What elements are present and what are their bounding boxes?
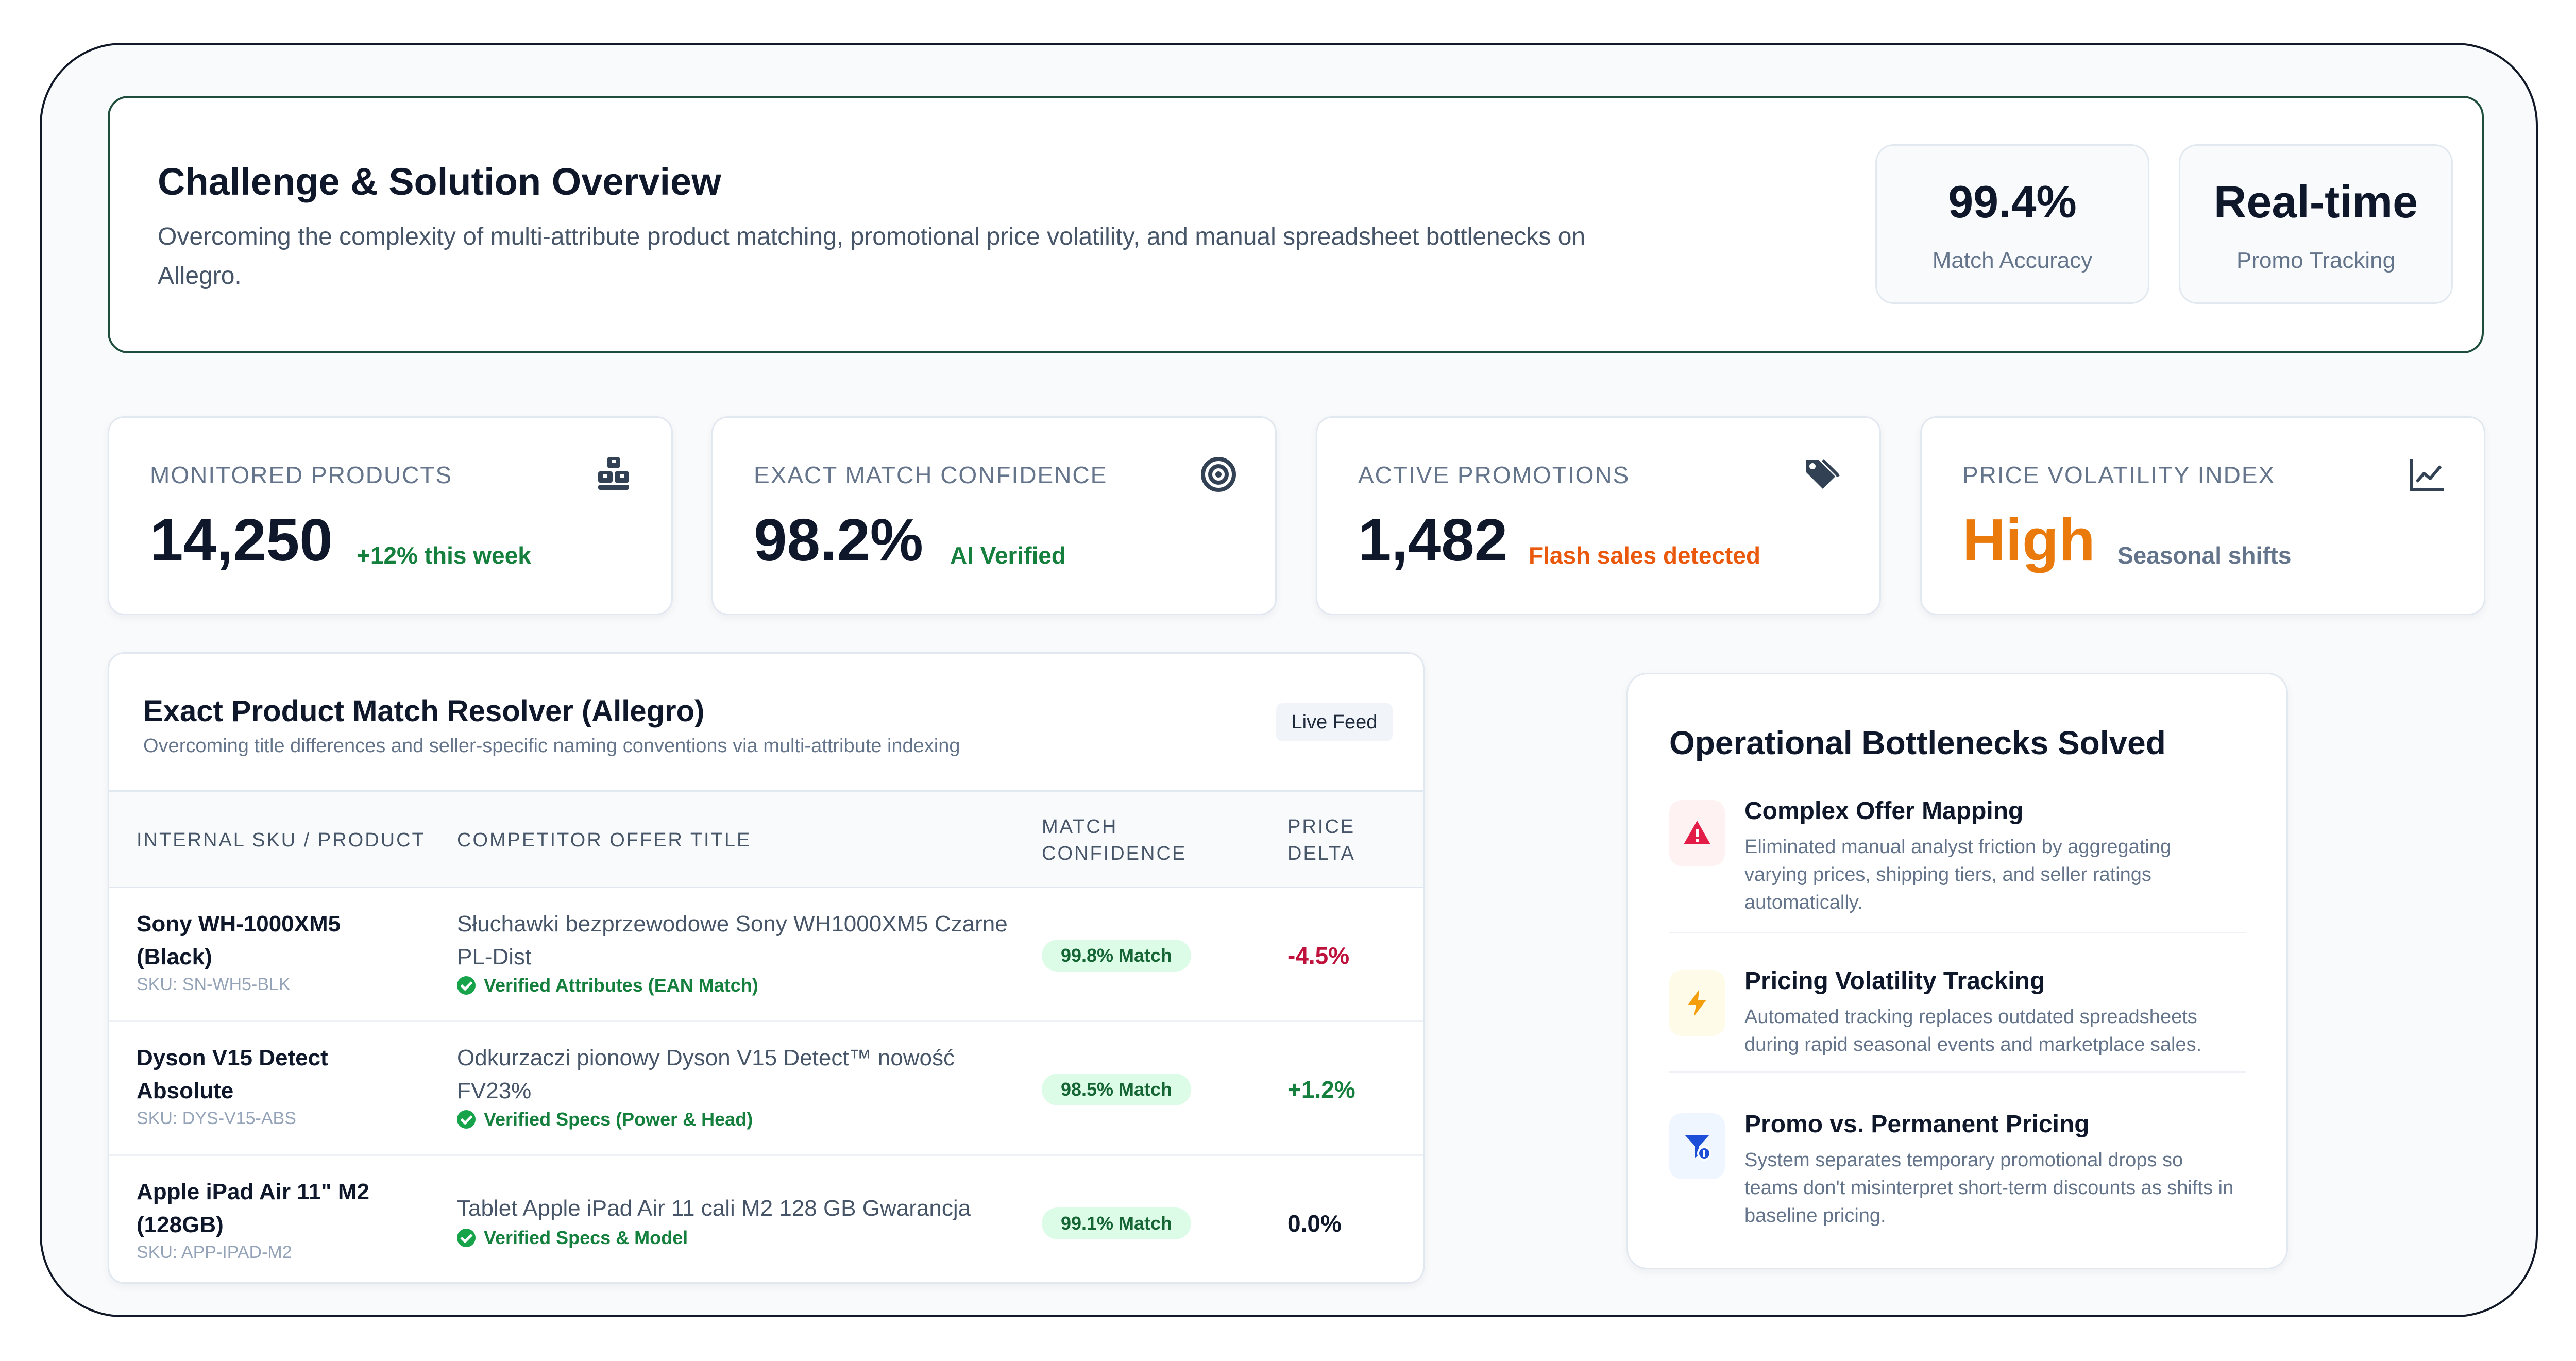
- offer-title: Odkurzaczi pionowy Dyson V15 Detect™ now…: [457, 1045, 955, 1103]
- overview-card: Challenge & Solution Overview Overcoming…: [108, 96, 2484, 353]
- kpi-exact-match-confidence: EXACT MATCH CONFIDENCE 98.2% AI Verified: [711, 416, 1277, 615]
- kpi-label: MONITORED PRODUCTS: [150, 462, 453, 488]
- verified-indicator: Verified Attributes (EAN Match): [457, 975, 758, 996]
- boxes-icon: [594, 454, 635, 495]
- column-header-match[interactable]: MATCH CONFIDENCE: [1042, 813, 1187, 867]
- column-header-text: CONFIDENCE: [1042, 843, 1187, 864]
- match-resolver-panel: Exact Product Match Resolver (Allegro) O…: [108, 652, 1425, 1284]
- kpi-label: ACTIVE PROMOTIONS: [1358, 462, 1630, 488]
- kpi-monitored-products: MONITORED PRODUCTS 14,250 +12% this week: [108, 416, 673, 615]
- verified-text: Verified Specs & Model: [484, 1227, 688, 1248]
- divider: [1669, 1071, 2246, 1073]
- kpi-value: 14,250: [150, 506, 333, 573]
- check-circle-icon: [457, 976, 476, 995]
- overview-title: Challenge & Solution Overview: [158, 160, 721, 203]
- kpi-label: EXACT MATCH CONFIDENCE: [754, 462, 1108, 488]
- table-row[interactable]: Dyson V15 Detect Absolute SKU: DYS-V15-A…: [109, 1022, 1423, 1156]
- offer-title: Tablet Apple iPad Air 11 cali M2 128 GB …: [457, 1196, 971, 1221]
- table-header: INTERNAL SKU / PRODUCT COMPETITOR OFFER …: [109, 790, 1423, 888]
- table-row[interactable]: Sony WH-1000XM5 (Black) SKU: SN-WH5-BLK …: [109, 888, 1423, 1022]
- bottleneck-title: Promo vs. Permanent Pricing: [1744, 1111, 2090, 1138]
- offer-title: Słuchawki bezprzewodowe Sony WH1000XM5 C…: [457, 911, 1008, 969]
- target-icon: [1198, 454, 1239, 495]
- verified-indicator: Verified Specs & Model: [457, 1227, 688, 1249]
- match-badge: 99.8% Match: [1042, 940, 1191, 972]
- check-circle-icon: [457, 1229, 476, 1247]
- stat-value: Real-time: [2213, 176, 2418, 227]
- product-name: Apple iPad Air 11" M2 (128GB): [137, 1179, 370, 1237]
- column-header-offer[interactable]: COMPETITOR OFFER TITLE: [457, 829, 752, 851]
- check-circle-icon: [457, 1110, 476, 1129]
- overview-description: Overcoming the complexity of multi-attri…: [158, 223, 1586, 290]
- price-delta: 0.0%: [1287, 1210, 1342, 1237]
- kpi-note: AI Verified: [950, 542, 1066, 569]
- line-chart-icon: [2406, 454, 2448, 495]
- verified-text: Verified Attributes (EAN Match): [484, 975, 758, 996]
- bottlenecks-title: Operational Bottlenecks Solved: [1669, 724, 2166, 761]
- tags-icon: [1802, 454, 1843, 495]
- stat-label: Promo Tracking: [2236, 248, 2396, 273]
- lightning-icon: [1669, 970, 1725, 1036]
- table-row[interactable]: Apple iPad Air 11" M2 (128GB) SKU: APP-I…: [109, 1156, 1423, 1282]
- kpi-label: PRICE VOLATILITY INDEX: [1962, 462, 2276, 488]
- price-delta: -4.5%: [1287, 942, 1350, 969]
- stat-label: Match Accuracy: [1932, 248, 2093, 273]
- column-header-product[interactable]: INTERNAL SKU / PRODUCT: [137, 829, 426, 851]
- kpi-note: Seasonal shifts: [2117, 542, 2292, 569]
- column-header-delta[interactable]: PRICE DELTA: [1287, 813, 1355, 867]
- kpi-note: +12% this week: [357, 542, 531, 569]
- column-header-text: PRICE: [1287, 816, 1355, 838]
- kpi-value: High: [1962, 506, 2095, 573]
- column-header-text: DELTA: [1287, 843, 1355, 864]
- filter-dollar-icon: [1669, 1113, 1725, 1179]
- bottleneck-description: Automated tracking replaces outdated spr…: [1744, 1006, 2202, 1056]
- kpi-note: Flash sales detected: [1529, 542, 1760, 569]
- column-header-text: MATCH: [1042, 816, 1118, 838]
- divider: [1669, 932, 2246, 933]
- resolver-subtitle: Overcoming title differences and seller-…: [143, 735, 960, 757]
- bottleneck-item: Promo vs. Permanent Pricing System separ…: [1669, 1110, 2246, 1229]
- verified-indicator: Verified Specs (Power & Head): [457, 1109, 753, 1130]
- product-name: Sony WH-1000XM5 (Black): [137, 911, 341, 969]
- product-name: Dyson V15 Detect Absolute: [137, 1045, 328, 1103]
- bottleneck-title: Complex Offer Mapping: [1744, 797, 2024, 825]
- verified-text: Verified Specs (Power & Head): [484, 1109, 753, 1130]
- resolver-title: Exact Product Match Resolver (Allegro): [143, 694, 705, 728]
- bottleneck-description: Eliminated manual analyst friction by ag…: [1744, 836, 2172, 913]
- stat-value: 99.4%: [1948, 176, 2077, 227]
- bottleneck-item: Pricing Volatility Tracking Automated tr…: [1669, 967, 2246, 1060]
- live-feed-badge[interactable]: Live Feed: [1276, 703, 1393, 741]
- price-delta: +1.2%: [1287, 1076, 1355, 1103]
- product-sku: SKU: APP-IPAD-M2: [137, 1243, 292, 1262]
- kpi-value: 1,482: [1358, 506, 1508, 573]
- kpi-price-volatility-index: PRICE VOLATILITY INDEX High Seasonal shi…: [1920, 416, 2485, 615]
- bottleneck-description: System separates temporary promotional d…: [1744, 1149, 2234, 1227]
- product-sku: SKU: DYS-V15-ABS: [137, 1109, 296, 1128]
- product-sku: SKU: SN-WH5-BLK: [137, 975, 291, 994]
- kpi-active-promotions: ACTIVE PROMOTIONS 1,482 Flash sales dete…: [1316, 416, 1881, 615]
- match-badge: 99.1% Match: [1042, 1207, 1191, 1239]
- bottleneck-title: Pricing Volatility Tracking: [1744, 967, 2045, 995]
- match-accuracy-stat: 99.4% Match Accuracy: [1875, 144, 2149, 304]
- kpi-value: 98.2%: [754, 506, 923, 573]
- warning-icon: [1669, 800, 1725, 866]
- bottlenecks-panel: Operational Bottlenecks Solved Complex O…: [1626, 673, 2288, 1269]
- bottleneck-item: Complex Offer Mapping Eliminated manual …: [1669, 797, 2246, 915]
- match-badge: 98.5% Match: [1042, 1074, 1191, 1105]
- promo-tracking-stat: Real-time Promo Tracking: [2179, 144, 2453, 304]
